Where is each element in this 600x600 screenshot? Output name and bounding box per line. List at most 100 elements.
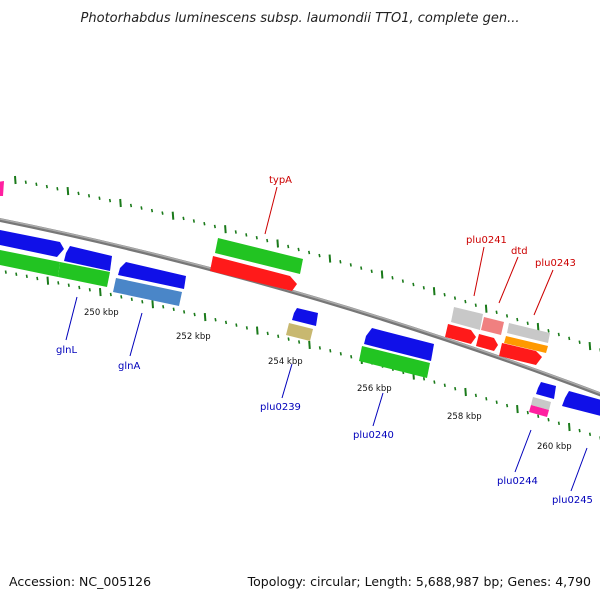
label-plu0240[interactable]: plu0240: [353, 430, 394, 441]
inner-tick: [516, 405, 519, 414]
outer-tick: [578, 340, 581, 344]
feature-plu0243-orange[interactable]: [504, 336, 548, 353]
feature-plu0244-magenta[interactable]: [529, 405, 549, 417]
outer-tick: [119, 198, 122, 208]
inner-tick: [88, 288, 91, 292]
outer-tick: [266, 238, 269, 243]
outer-tick: [224, 225, 227, 234]
outer-tick: [77, 191, 80, 196]
outer-tick: [66, 187, 70, 196]
feature-plu0240-blue[interactable]: [364, 328, 434, 361]
inner-tick: [588, 432, 592, 437]
inner-tick: [36, 276, 39, 281]
feature-typA-green[interactable]: [215, 238, 303, 274]
scale-label-260: 260 kbp: [537, 442, 572, 452]
feature-dtd-pink[interactable]: [481, 317, 504, 335]
feature-plu0243-red[interactable]: [499, 343, 542, 365]
feature-pink-edge[interactable]: [0, 181, 4, 196]
inner-tick: [474, 393, 477, 398]
inner-tick: [130, 297, 133, 302]
outer-tick: [547, 329, 550, 333]
feature-plu0244-grey[interactable]: [531, 397, 551, 410]
outer-tick: [98, 196, 101, 200]
outer-tick: [245, 233, 248, 237]
scale-label-258: 258 kbp: [447, 412, 482, 422]
outer-tick: [24, 180, 27, 184]
inner-tick: [339, 352, 342, 356]
outer-tick: [484, 304, 488, 313]
label-plu0239[interactable]: plu0239: [260, 402, 301, 413]
outer-tick: [464, 299, 467, 304]
inner-tick: [46, 276, 50, 285]
inner-tick: [151, 300, 154, 309]
inner-tick: [485, 397, 488, 401]
scale-label-256: 256 kbp: [357, 384, 392, 394]
outer-tick: [557, 332, 560, 337]
outer-tick: [56, 187, 59, 191]
feature-plu0239-blue[interactable]: [292, 308, 318, 326]
feature-dtd-red[interactable]: [476, 334, 498, 351]
outer-tick: [287, 244, 290, 249]
inner-tick: [298, 340, 301, 344]
label-plu0245[interactable]: plu0245: [552, 495, 593, 506]
label-plu0244[interactable]: plu0244: [497, 476, 538, 487]
genome-summary-text: Topology: circular; Length: 5,688,987 bp…: [247, 574, 591, 589]
inner-tick: [526, 410, 529, 415]
accession-text: Accession: NC_005126: [9, 574, 151, 589]
feature-blue-left-2[interactable]: [64, 246, 112, 271]
feature-green-left-1[interactable]: [0, 249, 60, 277]
outer-tick: [171, 211, 175, 220]
inner-tick: [277, 334, 280, 339]
gene-features: [0, 181, 600, 417]
feature-green-left-2[interactable]: [58, 262, 110, 287]
feature-glnA-blue[interactable]: [118, 262, 186, 289]
feature-plu0239-olive[interactable]: [286, 323, 313, 341]
inner-tick-track: [4, 270, 600, 440]
inner-tick: [245, 326, 248, 330]
feature-plu0243-grey[interactable]: [507, 323, 550, 343]
outer-tick: [129, 203, 133, 208]
inner-tick: [183, 310, 186, 314]
outer-tick: [453, 296, 457, 300]
inner-tick: [224, 320, 228, 325]
feature-plu0245-blue[interactable]: [562, 391, 600, 417]
inner-tick: [4, 270, 7, 274]
inner-tick: [266, 331, 269, 336]
feature-blue-left-1[interactable]: [0, 229, 64, 257]
feature-plu0241-red[interactable]: [445, 324, 476, 344]
feature-plu0244-blue[interactable]: [536, 382, 556, 399]
inner-tick: [15, 272, 18, 276]
feature-plu0241-grey[interactable]: [451, 307, 483, 330]
inner-tick: [120, 295, 123, 299]
inner-tick: [109, 292, 112, 297]
inner-tick: [162, 305, 165, 309]
label-plu0243[interactable]: plu0243: [535, 258, 576, 269]
inner-tick: [193, 312, 196, 317]
label-dtd[interactable]: dtd: [511, 246, 528, 257]
label-glnA[interactable]: glnA: [118, 361, 140, 372]
outer-tick: [328, 254, 332, 263]
inner-tick: [25, 274, 28, 279]
outer-tick: [255, 235, 258, 240]
outer-tick: [588, 342, 592, 351]
outer-tick: [276, 239, 279, 248]
outer-tick: [308, 250, 311, 255]
outer-tick: [213, 224, 216, 229]
feature-typA-red[interactable]: [210, 256, 297, 291]
feature-plu0240-green[interactable]: [359, 346, 430, 378]
inner-tick: [256, 326, 259, 335]
inner-tick: [557, 421, 560, 426]
scale-label-254: 254 kbp: [268, 357, 303, 367]
outer-tick: [360, 266, 363, 270]
inner-tick: [67, 283, 70, 287]
label-plu0241[interactable]: plu0241: [466, 235, 507, 246]
outer-tick: [203, 221, 206, 226]
label-typA[interactable]: typA: [269, 175, 292, 186]
label-glnL[interactable]: glnL: [56, 345, 77, 356]
inner-tick: [350, 355, 353, 359]
inner-tick: [443, 383, 446, 388]
outer-tick: [108, 198, 112, 203]
feature-glnA-steel[interactable]: [113, 278, 182, 306]
inner-tick: [464, 387, 467, 397]
